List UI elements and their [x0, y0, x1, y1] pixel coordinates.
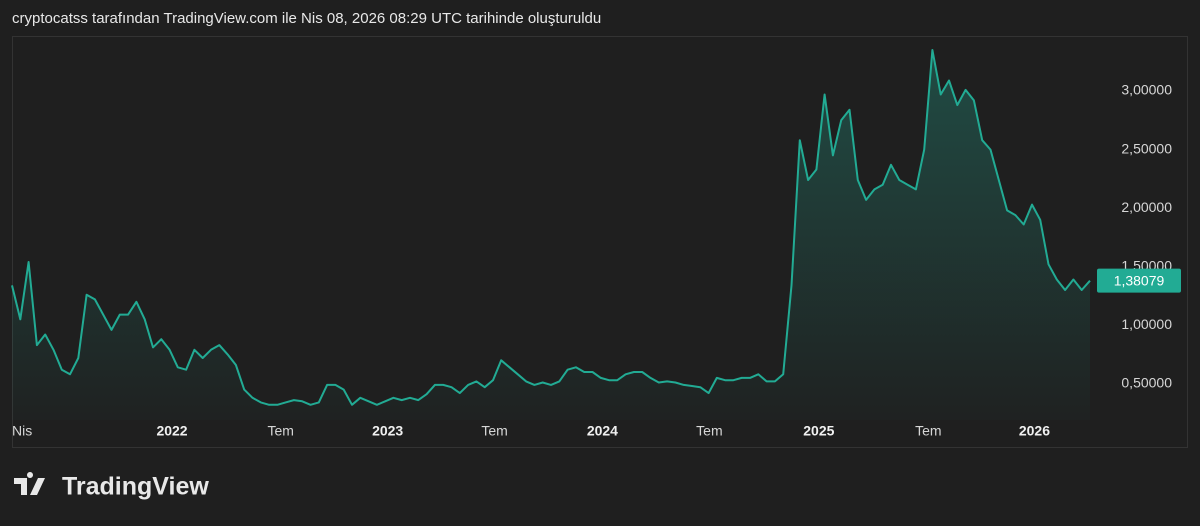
logo: TradingView: [14, 472, 209, 501]
x-tick-label: Tem: [915, 423, 941, 439]
x-tick-label: Tem: [696, 423, 722, 439]
x-tick-label: 2026: [1019, 423, 1050, 439]
x-tick-label: 2024: [587, 423, 618, 439]
y-tick-label: 2,50000: [1121, 140, 1172, 156]
price-tag: [1097, 268, 1181, 293]
x-tick-label: 2023: [372, 423, 403, 439]
price-tag-label: 1,38079: [1114, 272, 1165, 288]
y-tick-label: 3,00000: [1121, 82, 1172, 98]
x-tick-label: Tem: [481, 423, 507, 439]
x-tick-label: 2025: [803, 423, 834, 439]
x-tick-label: Nis: [12, 423, 32, 439]
x-tick-label: 2022: [156, 423, 187, 439]
y-tick-label: 0,50000: [1121, 374, 1172, 390]
logo-icon: [14, 472, 45, 495]
y-tick-label: 1,00000: [1121, 316, 1172, 332]
logo-text: TradingView: [62, 473, 209, 501]
area: [12, 50, 1090, 420]
x-tick-label: Tem: [267, 423, 293, 439]
y-tick-label: 2,00000: [1121, 199, 1172, 215]
line: [11, 49, 1091, 406]
plot: 0,500001,000001,500002,000002,500003,000…: [11, 49, 1181, 439]
chart-title: cryptocatss tarafından TradingView.com i…: [12, 10, 601, 27]
chart-frame: [12, 36, 1188, 448]
